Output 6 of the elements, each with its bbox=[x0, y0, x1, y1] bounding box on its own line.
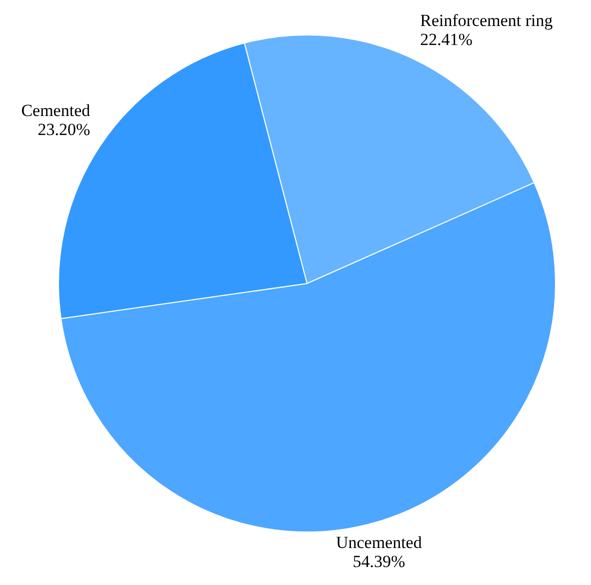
slice-label: Reinforcement ring bbox=[420, 10, 554, 30]
data-label: 54.39% bbox=[352, 552, 406, 571]
data-label: 23.20% bbox=[38, 120, 90, 140]
slice-label: Uncemented bbox=[336, 532, 422, 552]
data-label: 22.41% bbox=[420, 30, 473, 49]
slice-label: Cemented bbox=[21, 101, 91, 120]
